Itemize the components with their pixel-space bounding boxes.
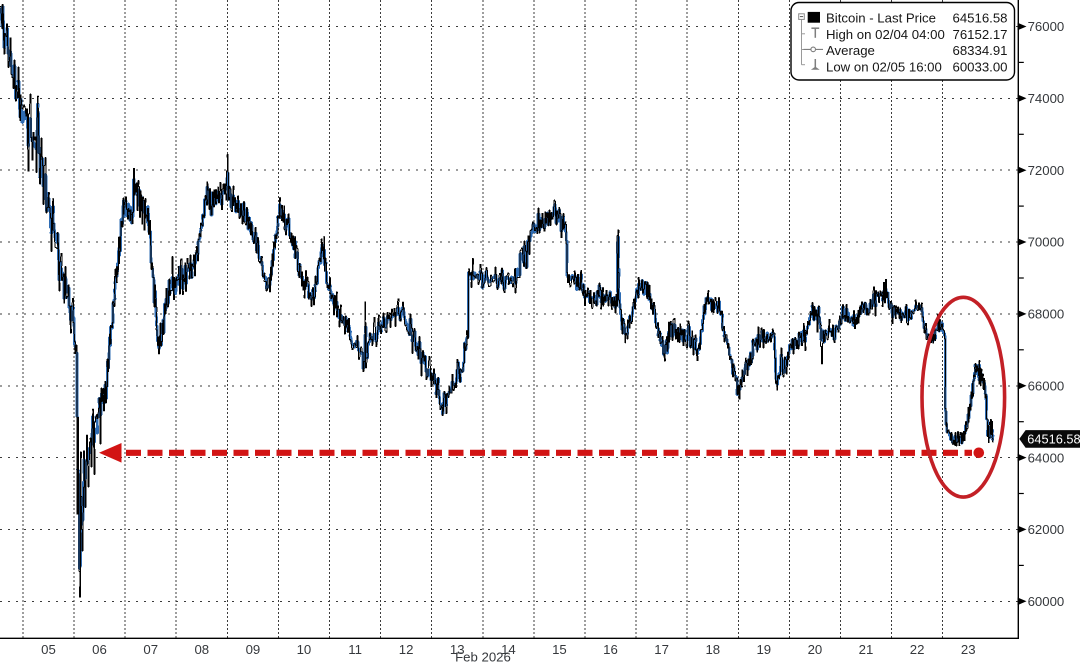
- svg-text:68334.91: 68334.91: [952, 43, 1007, 58]
- svg-text:17: 17: [654, 642, 669, 657]
- svg-text:08: 08: [194, 642, 209, 657]
- svg-text:60033.00: 60033.00: [952, 59, 1007, 74]
- svg-text:10: 10: [297, 642, 312, 657]
- svg-text:76000: 76000: [1028, 19, 1065, 34]
- svg-text:68000: 68000: [1028, 307, 1065, 322]
- svg-text:22: 22: [910, 642, 925, 657]
- svg-text:06: 06: [92, 642, 107, 657]
- svg-text:13: 13: [450, 642, 465, 657]
- svg-text:07: 07: [143, 642, 158, 657]
- svg-text:14: 14: [501, 642, 516, 657]
- svg-text:11: 11: [348, 642, 362, 657]
- svg-text:19: 19: [756, 642, 771, 657]
- svg-text:64516.58: 64516.58: [952, 10, 1007, 25]
- svg-text:64000: 64000: [1028, 450, 1065, 465]
- svg-text:18: 18: [705, 642, 720, 657]
- svg-text:64516.58: 64516.58: [1027, 432, 1080, 447]
- svg-text:23: 23: [961, 642, 976, 657]
- svg-text:15: 15: [552, 642, 567, 657]
- svg-text:16: 16: [603, 642, 618, 657]
- svg-text:66000: 66000: [1028, 378, 1065, 393]
- svg-text:Bitcoin - Last Price: Bitcoin - Last Price: [826, 10, 936, 25]
- svg-text:74000: 74000: [1028, 91, 1065, 106]
- svg-text:Average: Average: [826, 43, 875, 58]
- svg-text:70000: 70000: [1028, 235, 1065, 250]
- svg-text:05: 05: [41, 642, 56, 657]
- svg-text:76152.17: 76152.17: [952, 27, 1007, 42]
- svg-text:High on 02/04 04:00: High on 02/04 04:00: [826, 27, 945, 42]
- svg-text:60000: 60000: [1028, 594, 1065, 609]
- svg-text:21: 21: [859, 642, 874, 657]
- svg-text:12: 12: [399, 642, 414, 657]
- svg-text:20: 20: [808, 642, 823, 657]
- svg-text:Low on 02/05 16:00: Low on 02/05 16:00: [826, 59, 942, 74]
- svg-text:62000: 62000: [1028, 522, 1065, 537]
- svg-text:Feb 2026: Feb 2026: [455, 650, 511, 665]
- svg-text:72000: 72000: [1028, 163, 1065, 178]
- svg-text:09: 09: [246, 642, 261, 657]
